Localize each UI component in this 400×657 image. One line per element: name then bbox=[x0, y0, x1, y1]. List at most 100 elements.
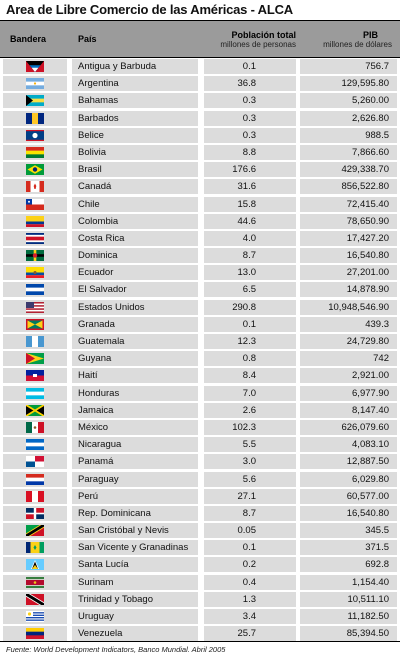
gdp-cell: 12,887.50 bbox=[300, 454, 397, 470]
population-cell: 8.8 bbox=[204, 144, 296, 160]
table-row: El Salvador 6.5 14,878.90 bbox=[0, 281, 400, 298]
flag-cell bbox=[3, 144, 67, 160]
country-cell: Venezuela bbox=[72, 626, 198, 642]
country-cell: Bolivia bbox=[72, 144, 198, 160]
flag-cell bbox=[3, 574, 67, 590]
gdp-cell: 60,577.00 bbox=[300, 488, 397, 504]
population-cell: 1.3 bbox=[204, 591, 296, 607]
chile-flag-icon bbox=[26, 198, 44, 210]
brazil-flag-icon bbox=[26, 164, 44, 176]
header-population: Población total millones de personas bbox=[204, 21, 296, 57]
table-row: Barbados 0.3 2,626.80 bbox=[0, 110, 400, 127]
population-cell: 0.3 bbox=[204, 127, 296, 143]
country-cell: Rep. Dominicana bbox=[72, 505, 198, 521]
country-cell: Guyana bbox=[72, 351, 198, 367]
saint-kitts-flag-icon bbox=[26, 525, 44, 537]
table-row: Panamá 3.0 12,887.50 bbox=[0, 453, 400, 470]
population-cell: 290.8 bbox=[204, 299, 296, 315]
population-cell: 0.1 bbox=[204, 540, 296, 556]
country-cell: Haití bbox=[72, 368, 198, 384]
country-cell: Ecuador bbox=[72, 265, 198, 281]
population-cell: 44.6 bbox=[204, 213, 296, 229]
table-row: México 102.3 626,079.60 bbox=[0, 419, 400, 436]
peru-flag-icon bbox=[26, 490, 44, 502]
table-row: Honduras 7.0 6,977.90 bbox=[0, 385, 400, 402]
venezuela-flag-icon bbox=[26, 628, 44, 640]
gdp-cell: 6,977.90 bbox=[300, 385, 397, 401]
flag-cell bbox=[3, 248, 67, 264]
header-flag-label: Bandera bbox=[10, 34, 47, 44]
population-cell: 2.6 bbox=[204, 402, 296, 418]
flag-cell bbox=[3, 179, 67, 195]
gdp-cell: 692.8 bbox=[300, 557, 397, 573]
flag-cell bbox=[3, 196, 67, 212]
ecuador-flag-icon bbox=[26, 267, 44, 279]
flag-cell bbox=[3, 351, 67, 367]
honduras-flag-icon bbox=[26, 387, 44, 399]
flag-cell bbox=[3, 127, 67, 143]
guatemala-flag-icon bbox=[26, 336, 44, 347]
gdp-cell: 78,650.90 bbox=[300, 213, 397, 229]
country-cell: San Cristóbal y Nevis bbox=[72, 523, 198, 539]
country-cell: El Salvador bbox=[72, 282, 198, 298]
gdp-cell: 85,394.50 bbox=[300, 626, 397, 642]
table-row: Granada 0.1 439.3 bbox=[0, 316, 400, 333]
country-cell: Nicaragua bbox=[72, 437, 198, 453]
gdp-cell: 8,147.40 bbox=[300, 402, 397, 418]
population-cell: 25.7 bbox=[204, 626, 296, 642]
trinidad-flag-icon bbox=[26, 593, 44, 605]
gdp-cell: 6,029.80 bbox=[300, 471, 397, 487]
population-cell: 5.5 bbox=[204, 437, 296, 453]
country-cell: Belice bbox=[72, 127, 198, 143]
antigua-flag-icon bbox=[26, 61, 44, 72]
gdp-cell: 371.5 bbox=[300, 540, 397, 556]
argentina-flag-icon bbox=[26, 78, 44, 90]
table-row: Santa Lucía 0.2 692.8 bbox=[0, 556, 400, 573]
country-cell: Argentina bbox=[72, 76, 198, 92]
header-country: País bbox=[78, 21, 198, 57]
population-cell: 12.3 bbox=[204, 334, 296, 349]
flag-cell bbox=[3, 540, 67, 556]
dominican-republic-flag-icon bbox=[26, 507, 44, 519]
country-cell: Colombia bbox=[72, 213, 198, 229]
saint-vincent-flag-icon bbox=[26, 542, 44, 554]
flag-cell bbox=[3, 299, 67, 315]
guyana-flag-icon bbox=[26, 353, 44, 365]
flag-cell bbox=[3, 385, 67, 401]
population-cell: 0.3 bbox=[204, 93, 296, 109]
flag-cell bbox=[3, 402, 67, 418]
table-row: Canadá 31.6 856,522.80 bbox=[0, 178, 400, 195]
table-row: Belice 0.3 988.5 bbox=[0, 127, 400, 144]
population-cell: 102.3 bbox=[204, 419, 296, 435]
gdp-cell: 856,522.80 bbox=[300, 179, 397, 195]
population-cell: 4.0 bbox=[204, 230, 296, 246]
flag-cell bbox=[3, 437, 67, 453]
usa-flag-icon bbox=[26, 301, 44, 313]
table-row: Antigua y Barbuda 0.1 756.7 bbox=[0, 58, 400, 75]
table-header: Bandera País Población total millones de… bbox=[0, 20, 400, 58]
table-row: Chile 15.8 72,415.40 bbox=[0, 196, 400, 213]
flag-cell bbox=[3, 76, 67, 92]
gdp-cell: 129,595.80 bbox=[300, 76, 397, 92]
gdp-cell: 14,878.90 bbox=[300, 282, 397, 298]
flag-cell bbox=[3, 334, 67, 349]
gdp-cell: 756.7 bbox=[300, 59, 397, 74]
table-row: Estados Unidos 290.8 10,948,546.90 bbox=[0, 299, 400, 316]
country-cell: Dominica bbox=[72, 248, 198, 264]
flag-cell bbox=[3, 471, 67, 487]
flag-cell bbox=[3, 454, 67, 470]
saint-lucia-flag-icon bbox=[26, 559, 44, 571]
country-cell: Jamaica bbox=[72, 402, 198, 418]
population-cell: 7.0 bbox=[204, 385, 296, 401]
table-row: Surinam 0.4 1,154.40 bbox=[0, 574, 400, 591]
population-cell: 3.0 bbox=[204, 454, 296, 470]
gdp-cell: 27,201.00 bbox=[300, 265, 397, 281]
country-cell: Chile bbox=[72, 196, 198, 212]
gdp-cell: 988.5 bbox=[300, 127, 397, 143]
bolivia-flag-icon bbox=[26, 146, 44, 158]
header-gdp-sub: millones de dólares bbox=[323, 39, 392, 49]
table-row: San Vicente y Granadinas 0.1 371.5 bbox=[0, 539, 400, 556]
table-row: Guyana 0.8 742 bbox=[0, 350, 400, 367]
divider bbox=[0, 641, 400, 642]
